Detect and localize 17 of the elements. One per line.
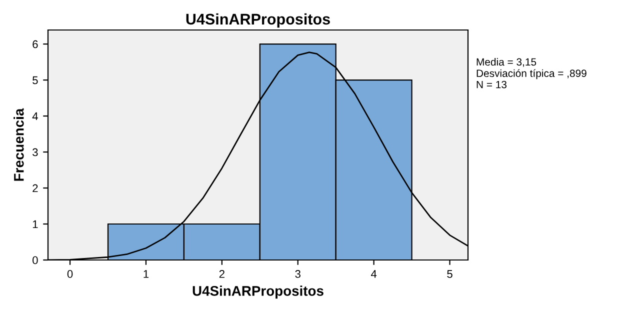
text: Media = 3,15 Desviación típica = ,899 N = 13	[476, 58, 586, 88]
y-axis-title: Frecuencia	[14, 108, 24, 181]
y-tick-label: 0	[32, 256, 38, 264]
x-tick-label: 4	[370, 270, 377, 278]
x-tick-label: 3	[295, 270, 300, 278]
y-tick-label: 4	[32, 112, 38, 120]
y-tick-label: 1	[32, 220, 38, 228]
y-tick-label: 6	[32, 40, 38, 48]
y-tick-label: 3	[32, 148, 38, 156]
x-tick-label: 1	[144, 270, 149, 278]
x-tick-label: 0	[67, 270, 73, 278]
y-tick-label: 5	[32, 76, 38, 84]
x-axis-title: U4SinARPropositos	[192, 286, 324, 299]
chart-title: U4SinARPropositos	[186, 13, 330, 28]
x-tick-label: 5	[447, 270, 452, 278]
x-tick-label: 2	[219, 270, 224, 278]
y-tick-label: 2	[32, 184, 38, 192]
